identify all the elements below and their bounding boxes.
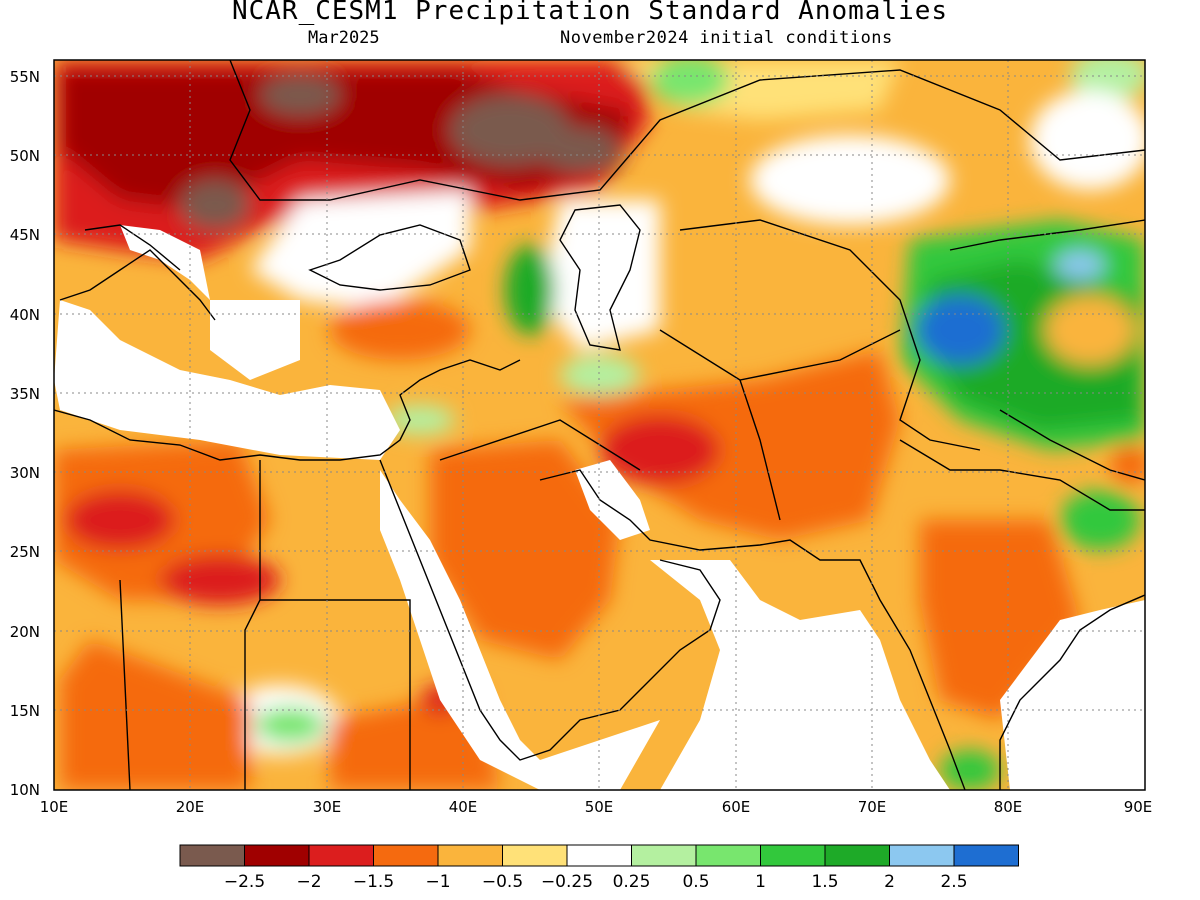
forecast-month: Mar2025	[308, 28, 380, 48]
colorbar-swatch	[760, 844, 826, 867]
lon-tick: 90E	[1124, 798, 1153, 816]
colorbar-label: 2	[884, 872, 895, 892]
lon-tick: 80E	[994, 798, 1023, 816]
colorbar-swatch	[502, 844, 568, 867]
initial-conditions: November2024 initial conditions	[560, 28, 893, 48]
colorbar-label: −2.5	[224, 872, 265, 892]
lat-tick: 35N	[10, 385, 40, 403]
lat-tick: 10N	[10, 781, 40, 799]
coastlines-and-borders	[54, 60, 1145, 790]
anomaly-field	[54, 60, 1145, 790]
colorbar-label: −1.5	[353, 872, 394, 892]
colorbar-label: 0.5	[682, 872, 709, 892]
lon-tick: 10E	[40, 798, 69, 816]
lon-tick: 30E	[313, 798, 342, 816]
lat-axis: 10N 15N 20N 25N 30N 35N 40N 45N 50N 55N	[10, 68, 40, 799]
colorbar-swatch	[373, 844, 439, 867]
colorbar-label: 1.5	[811, 872, 838, 892]
lat-tick: 25N	[10, 543, 40, 561]
colorbar-swatch	[179, 844, 245, 867]
colorbar-swatch	[437, 844, 503, 867]
colorbar-swatch	[953, 844, 1019, 867]
colorbar-swatch	[631, 844, 697, 867]
colorbar-label: −0.25	[541, 872, 593, 892]
colorbar-label: 1	[755, 872, 766, 892]
lat-tick: 30N	[10, 464, 40, 482]
lon-tick: 40E	[449, 798, 478, 816]
colorbar-label: 2.5	[940, 872, 967, 892]
colorbar-swatch	[889, 844, 955, 867]
colorbar-swatch	[244, 844, 310, 867]
colorbar-label: 0.25	[613, 872, 651, 892]
colorbar-label: −1	[425, 872, 450, 892]
lat-tick: 45N	[10, 226, 40, 244]
graticule	[54, 60, 1145, 790]
lat-tick: 50N	[10, 147, 40, 165]
map-title: NCAR_CESM1 Precipitation Standard Anomal…	[231, 0, 949, 26]
lat-tick: 55N	[10, 68, 40, 86]
lat-tick: 15N	[10, 702, 40, 720]
lon-tick: 20E	[176, 798, 205, 816]
colorbar-swatch	[308, 844, 374, 867]
lon-tick: 60E	[722, 798, 751, 816]
lon-tick: 50E	[585, 798, 614, 816]
colorbar-swatch	[566, 844, 632, 867]
lat-tick: 20N	[10, 623, 40, 641]
colorbar	[179, 844, 1019, 867]
lat-tick: 40N	[10, 306, 40, 324]
colorbar-swatch	[824, 844, 890, 867]
map-frame	[53, 59, 1146, 791]
lon-tick: 70E	[858, 798, 887, 816]
lon-axis: 10E 20E 30E 40E 50E 60E 70E 80E 90E	[40, 798, 1153, 816]
colorbar-label: −0.5	[482, 872, 523, 892]
colorbar-labels: −2.5 −2 −1.5 −1 −0.5 −0.25 0.25 0.5 1 1.…	[224, 872, 968, 892]
colorbar-label: −2	[296, 872, 321, 892]
colorbar-swatch	[695, 844, 761, 867]
